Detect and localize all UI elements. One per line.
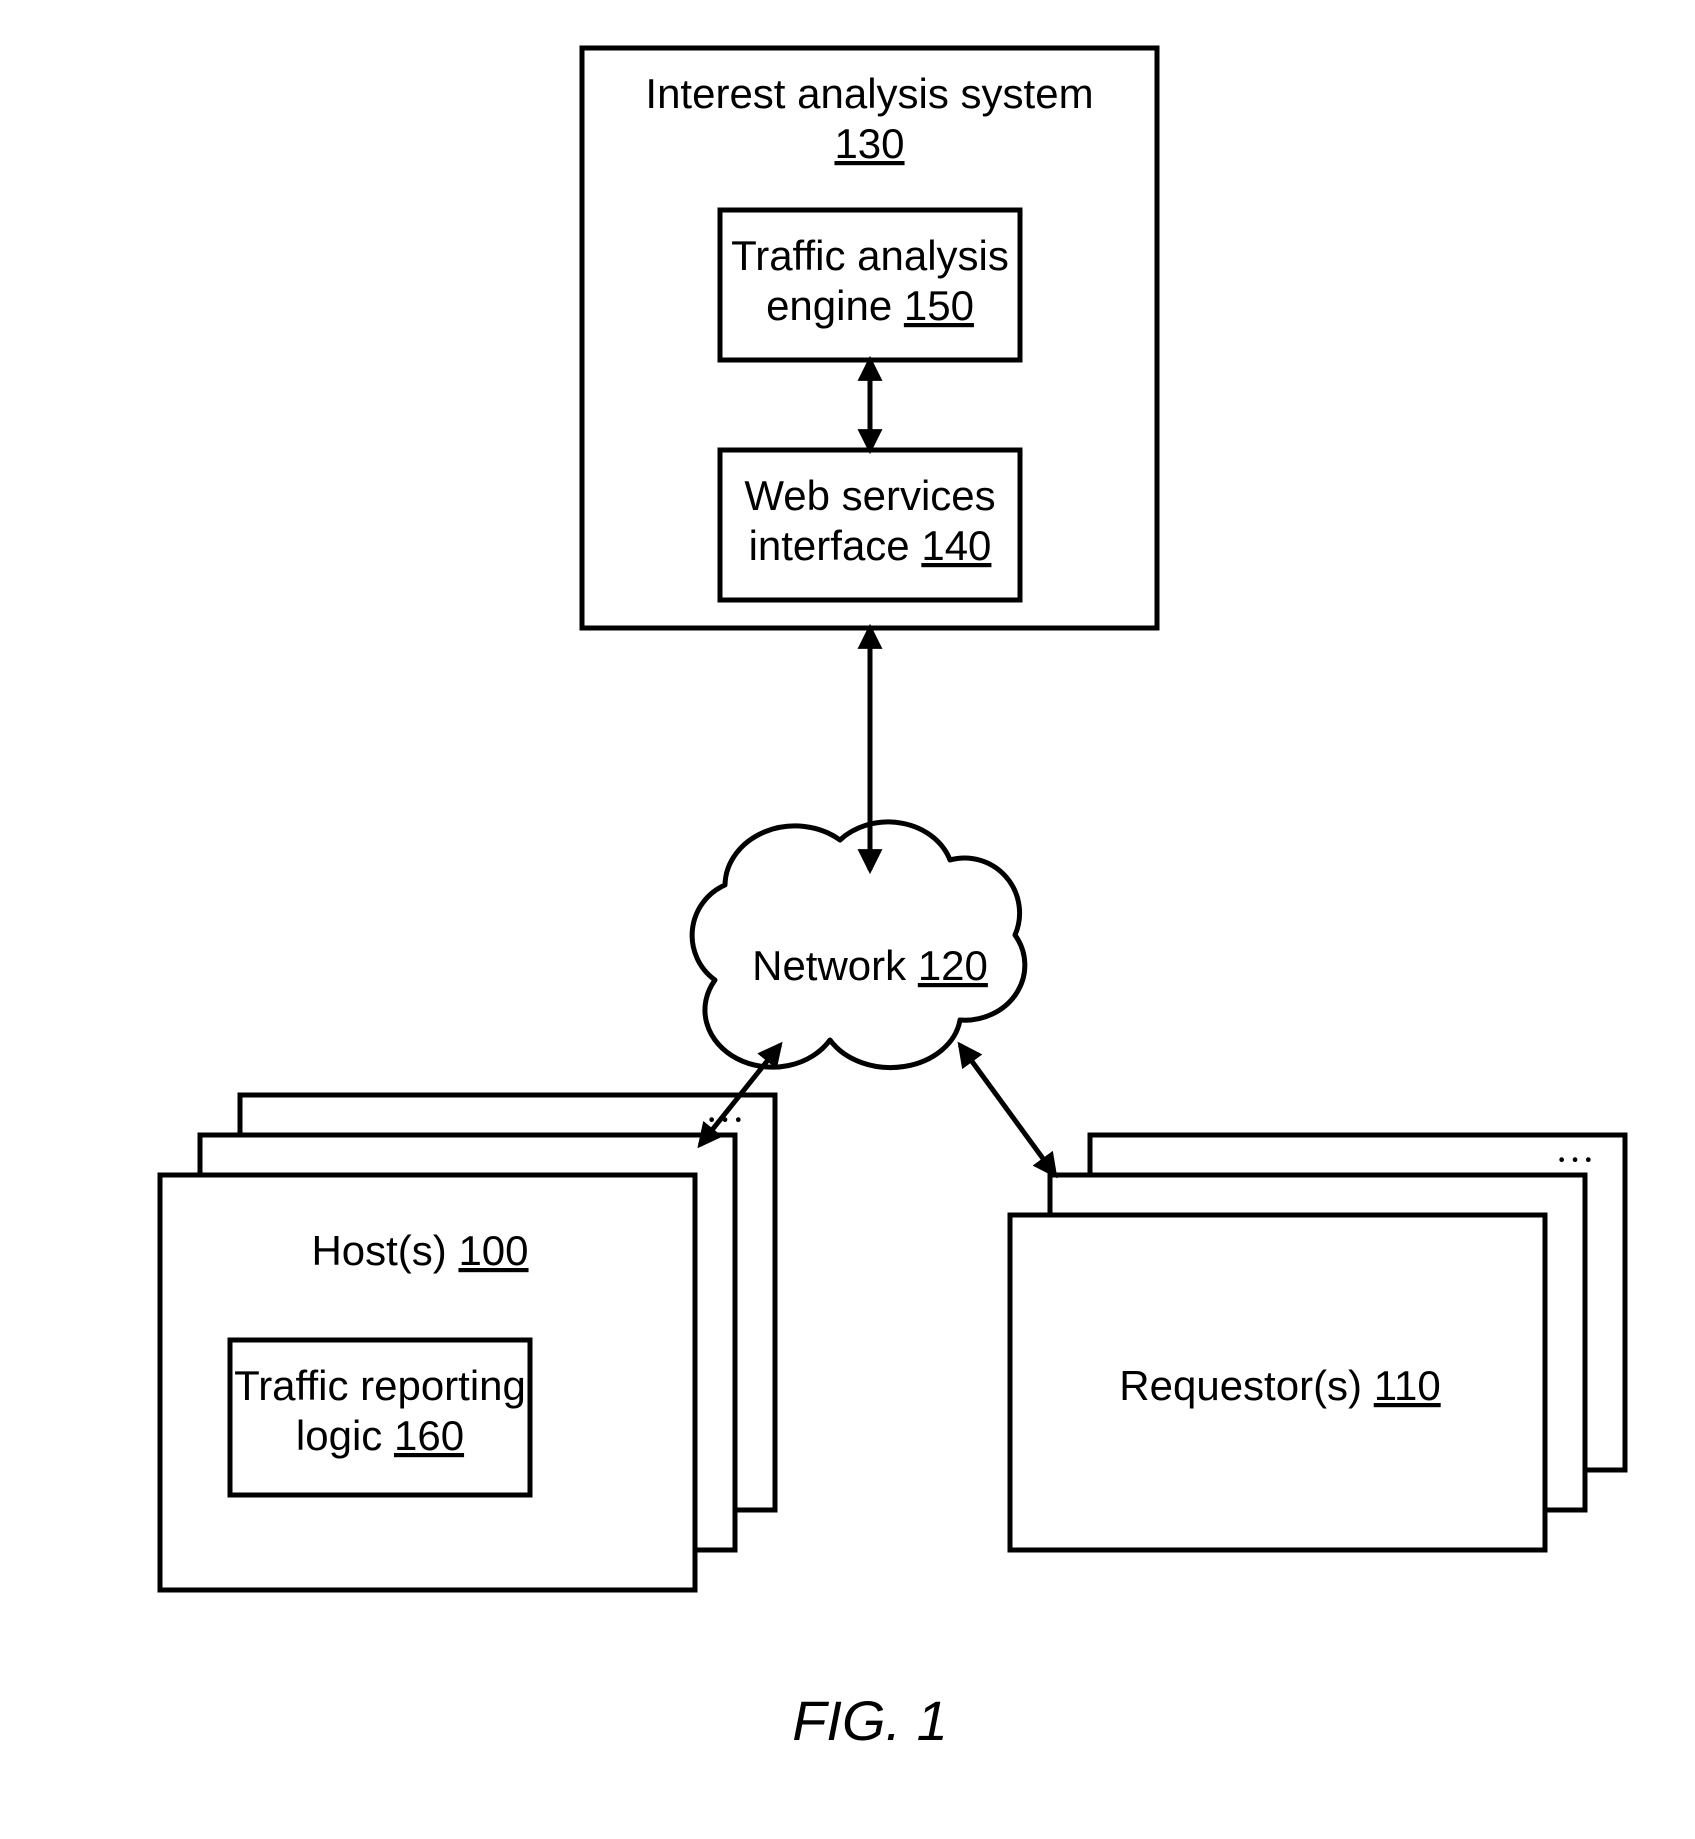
figure-label: FIG. 1: [792, 1689, 948, 1752]
traffic-reporting-logic-label-line2: logic 160: [296, 1412, 464, 1459]
host-label: Host(s) 100: [311, 1227, 528, 1274]
network-label: Network 120: [752, 942, 988, 989]
interest-analysis-system-title: Interest analysis system: [645, 70, 1093, 117]
requestor-label: Requestor(s) 110: [1119, 1362, 1440, 1409]
traffic-reporting-logic-label-line1: Traffic reporting: [234, 1362, 526, 1409]
traffic-analysis-engine-label-line1: Traffic analysis: [731, 232, 1009, 279]
traffic-analysis-engine-label-line2: engine 150: [766, 282, 974, 329]
web-services-interface-label-line1: Web services: [744, 472, 995, 519]
requestor-ellipsis: ···: [1555, 1137, 1595, 1182]
arrow-cloud-requestor: [960, 1045, 1055, 1175]
web-services-interface-label-line2: interface 140: [749, 522, 992, 569]
host-ellipsis: ···: [705, 1097, 745, 1142]
interest-analysis-system-ref: 130: [834, 120, 904, 167]
